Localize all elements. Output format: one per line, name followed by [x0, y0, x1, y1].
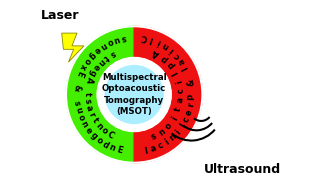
Text: l: l	[179, 122, 188, 129]
Text: s: s	[121, 33, 127, 42]
Text: l: l	[144, 146, 149, 156]
Text: i: i	[170, 115, 179, 122]
Text: o: o	[100, 126, 110, 136]
Text: n: n	[168, 132, 178, 143]
Text: a: a	[84, 104, 94, 112]
Text: c: c	[156, 141, 165, 151]
Text: o: o	[94, 136, 104, 146]
Text: s: s	[108, 48, 116, 58]
Text: A: A	[151, 48, 161, 59]
Text: c: c	[182, 115, 192, 123]
Text: n: n	[79, 119, 90, 129]
Text: n: n	[94, 121, 105, 131]
Text: g: g	[88, 131, 99, 141]
Text: u: u	[73, 106, 84, 114]
Text: g: g	[87, 68, 98, 78]
Text: n: n	[108, 143, 117, 153]
Text: g: g	[86, 50, 97, 60]
Text: t: t	[174, 106, 183, 113]
Circle shape	[98, 58, 171, 131]
Text: s: s	[150, 132, 158, 142]
Text: r: r	[87, 111, 97, 118]
Text: e: e	[184, 108, 194, 116]
Text: o: o	[76, 113, 86, 122]
Text: a: a	[150, 144, 158, 154]
Wedge shape	[134, 26, 202, 163]
Text: l: l	[181, 65, 190, 71]
Text: c: c	[176, 88, 186, 94]
Text: &: &	[72, 84, 81, 92]
Text: u: u	[113, 34, 121, 44]
Wedge shape	[66, 26, 134, 163]
Text: l: l	[149, 35, 154, 44]
Text: E: E	[75, 70, 85, 78]
Text: o: o	[105, 37, 114, 47]
Text: i: i	[163, 138, 171, 147]
Text: Laser: Laser	[40, 9, 79, 22]
Text: E: E	[115, 146, 123, 156]
Text: A: A	[84, 75, 95, 84]
Text: i: i	[174, 128, 183, 136]
Text: Ultrasound: Ultrasound	[204, 163, 281, 176]
Text: t: t	[83, 92, 92, 96]
Text: i: i	[156, 37, 162, 47]
Text: n: n	[157, 127, 167, 138]
Text: o: o	[164, 121, 174, 131]
Text: P: P	[188, 94, 197, 101]
Text: o: o	[82, 56, 92, 66]
Text: c: c	[172, 51, 182, 60]
Text: p: p	[165, 60, 176, 70]
Text: t: t	[102, 52, 110, 62]
Text: t: t	[91, 116, 100, 125]
Text: s: s	[72, 100, 82, 106]
Text: a: a	[176, 97, 186, 104]
Text: i: i	[168, 46, 175, 54]
Text: e: e	[83, 125, 94, 135]
Text: p: p	[159, 53, 169, 64]
Text: n: n	[95, 56, 106, 67]
Text: Multispectral
Optoacoustic
Tomography
(MSOT): Multispectral Optoacoustic Tomography (M…	[102, 73, 166, 116]
Text: n: n	[99, 40, 108, 51]
Text: l: l	[171, 70, 180, 76]
Polygon shape	[62, 33, 84, 62]
Circle shape	[104, 64, 165, 125]
Text: e: e	[92, 45, 102, 55]
Text: s: s	[83, 98, 92, 104]
Text: &: &	[186, 78, 196, 87]
Text: n: n	[160, 40, 170, 51]
Text: a: a	[177, 57, 187, 66]
Text: e: e	[91, 62, 101, 72]
Text: C: C	[106, 130, 116, 140]
Text: i: i	[174, 79, 184, 84]
Text: x: x	[78, 63, 88, 71]
Text: C: C	[141, 33, 148, 42]
Text: r: r	[187, 102, 196, 108]
Text: d: d	[101, 139, 110, 150]
